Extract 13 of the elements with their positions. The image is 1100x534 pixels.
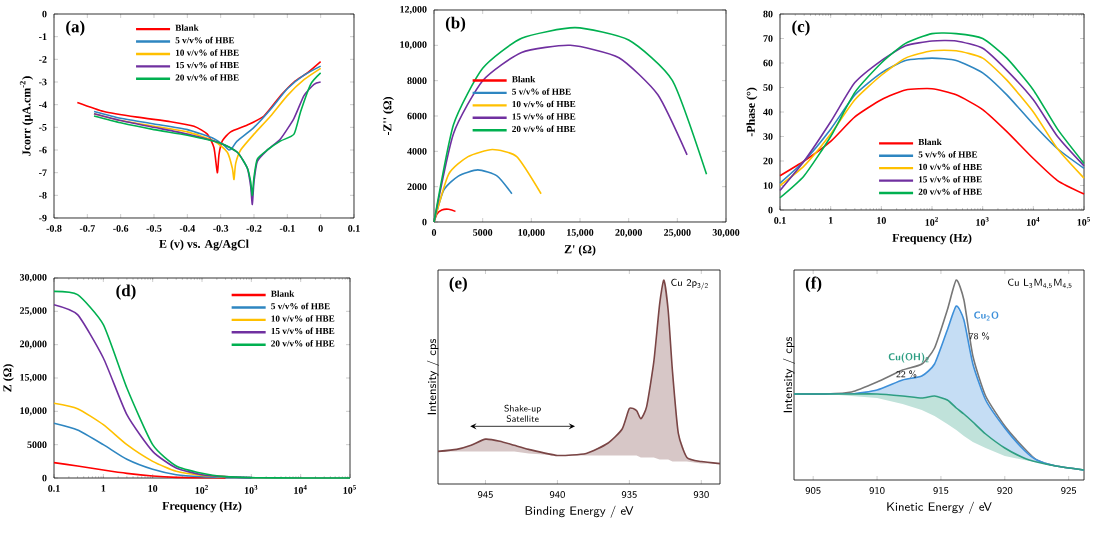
annotation: (c) (792, 20, 810, 36)
line-series (53, 461, 227, 479)
annotation: (d) (116, 284, 136, 300)
annotation: (f) (805, 276, 822, 293)
annotation: (b) (445, 16, 466, 32)
line-series (53, 422, 253, 479)
line-series (433, 208, 457, 223)
line-series (779, 87, 1085, 195)
annotation: (a) (66, 20, 85, 36)
line-series (433, 148, 542, 223)
annotation: (e) (449, 276, 467, 293)
line-series (76, 60, 322, 174)
line-series (93, 65, 322, 151)
